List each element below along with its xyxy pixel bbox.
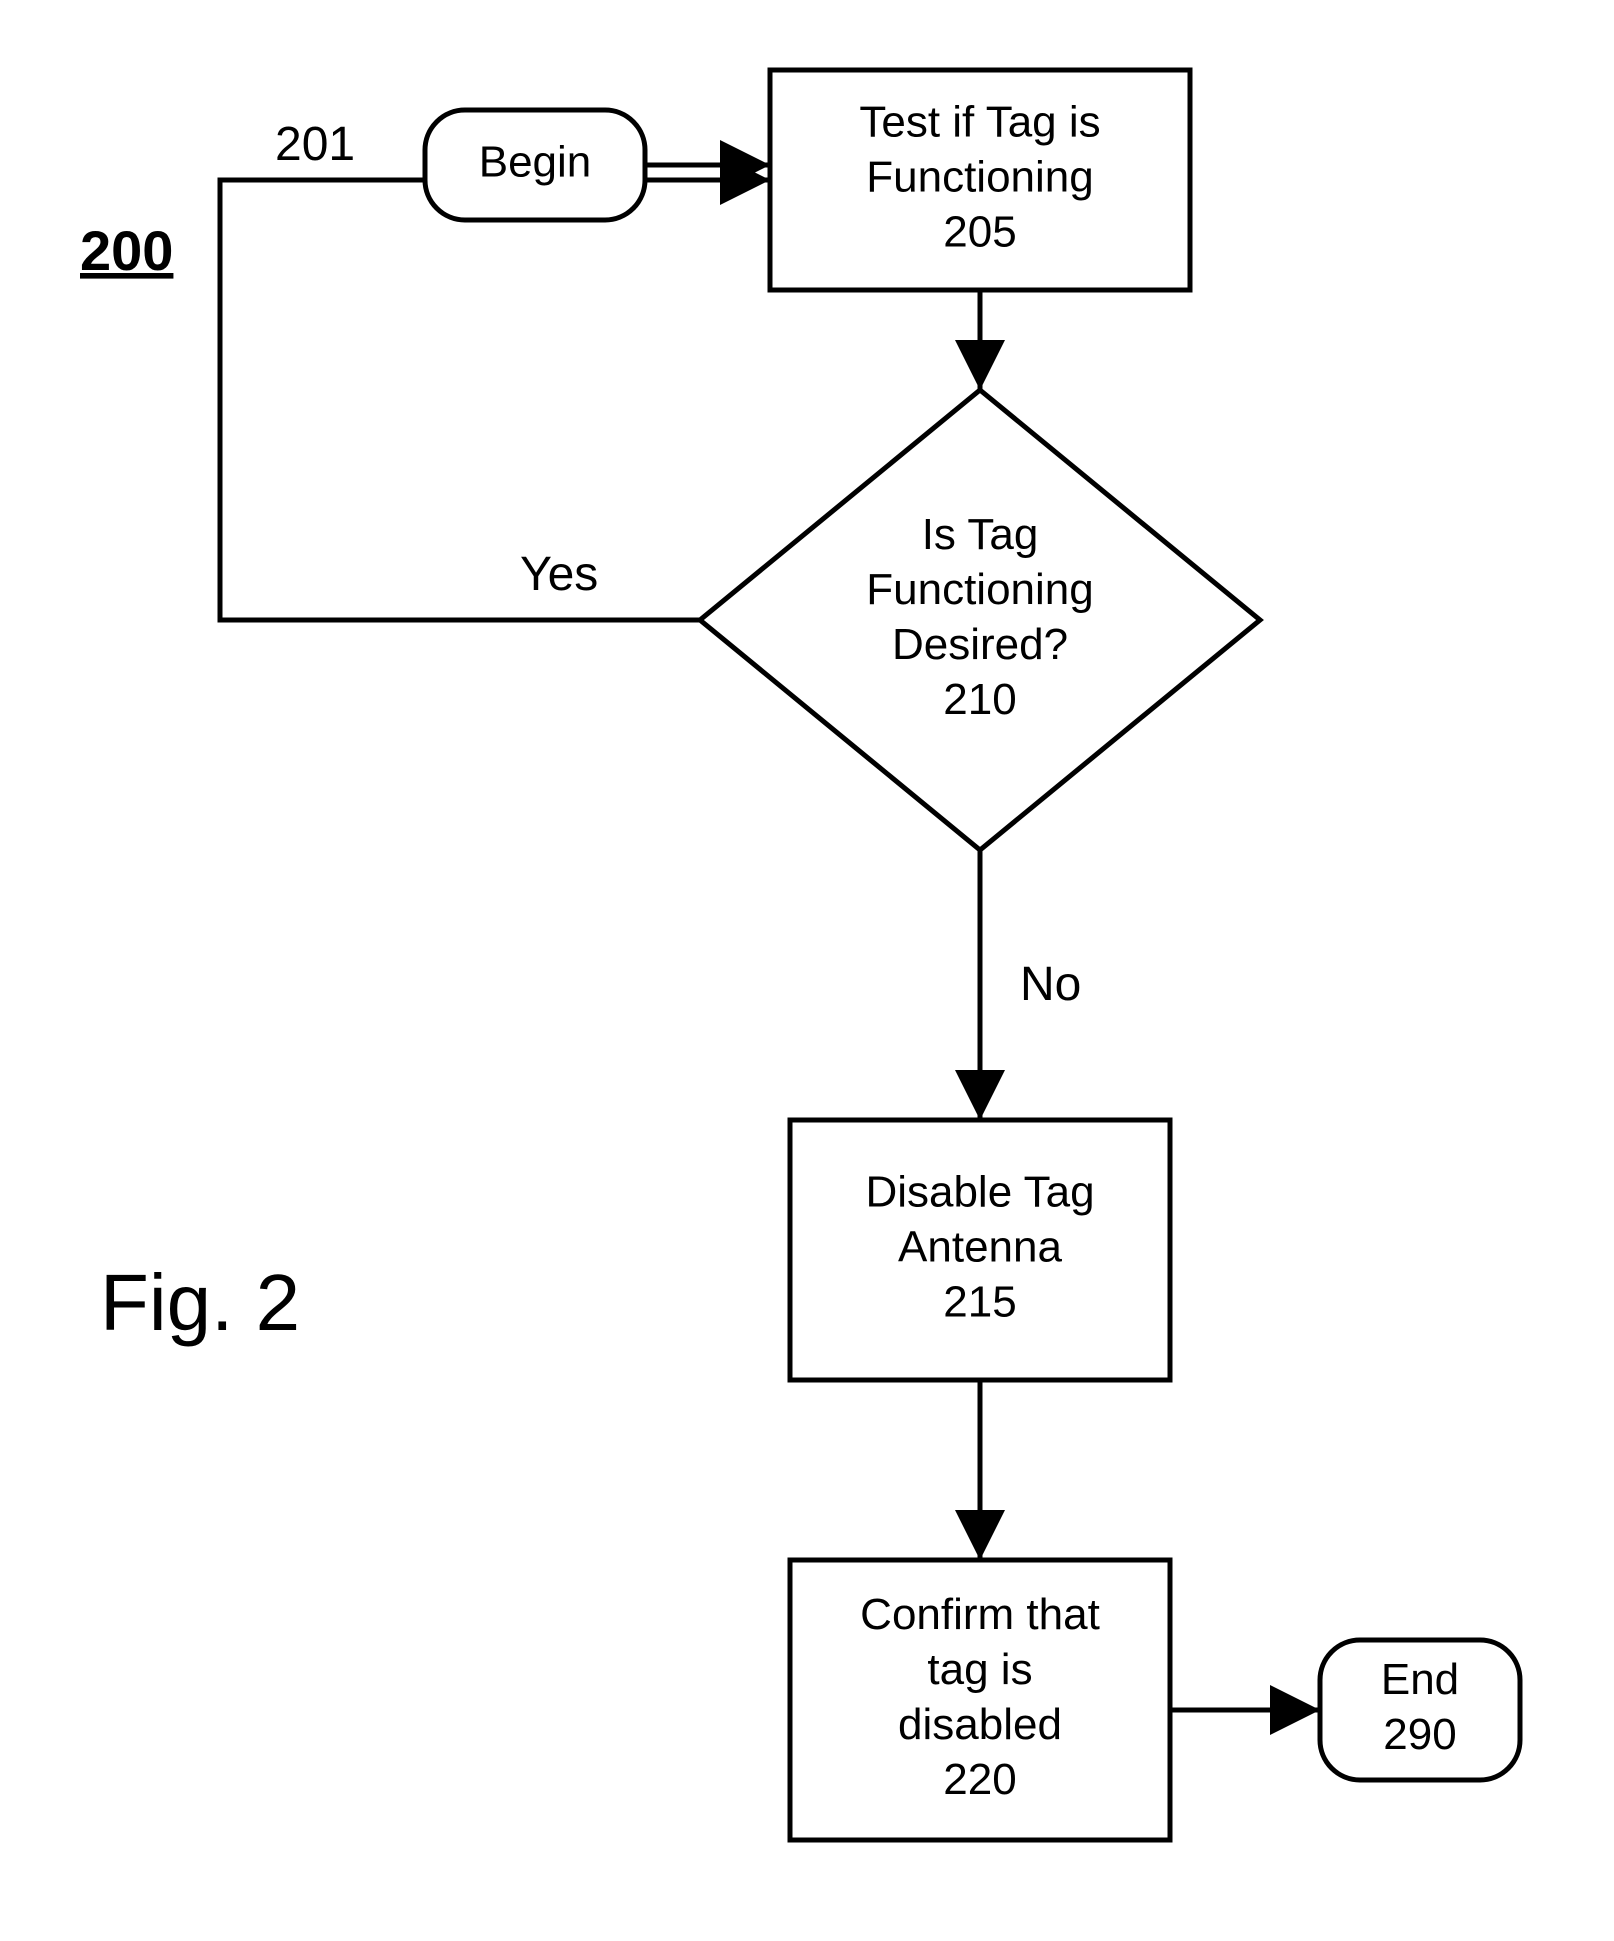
- nodes-layer: Begin 201 Test if Tag is Functioning 205 Is T…: [275, 70, 1520, 1840]
- node-test-text-0: Test if Tag is: [859, 98, 1100, 147]
- node-test-text-2: 205: [943, 208, 1016, 257]
- edge-decision-test: [220, 180, 770, 620]
- node-disable-text-1: Antenna: [898, 1223, 1062, 1272]
- edge-label-decision-disable: No: [1020, 958, 1081, 1011]
- node-decision-text-0: Is Tag: [922, 510, 1039, 559]
- node-end-text-0: End: [1381, 1655, 1459, 1704]
- node-confirm-text-0: Confirm that: [860, 1590, 1100, 1639]
- edges-layer: No Yes: [220, 165, 1320, 1710]
- node-test-text-1: Functioning: [866, 153, 1093, 202]
- node-confirm-text-1: tag is: [927, 1645, 1032, 1694]
- node-end-text-1: 290: [1383, 1710, 1456, 1759]
- node-begin-text-0: Begin: [479, 138, 592, 187]
- figure-caption: Fig. 2: [100, 1258, 300, 1347]
- edge-label-decision-test: Yes: [520, 548, 598, 601]
- figure-number: 200: [80, 219, 173, 282]
- node-disable-text-2: 215: [943, 1278, 1016, 1327]
- node-decision-text-3: 210: [943, 675, 1016, 724]
- node-decision-text-2: Desired?: [892, 620, 1068, 669]
- node-decision-text-1: Functioning: [866, 565, 1093, 614]
- node-begin-ref: 201: [275, 118, 355, 171]
- node-disable-text-0: Disable Tag: [865, 1168, 1094, 1217]
- node-confirm-text-3: 220: [943, 1755, 1016, 1804]
- node-confirm-text-2: disabled: [898, 1700, 1062, 1749]
